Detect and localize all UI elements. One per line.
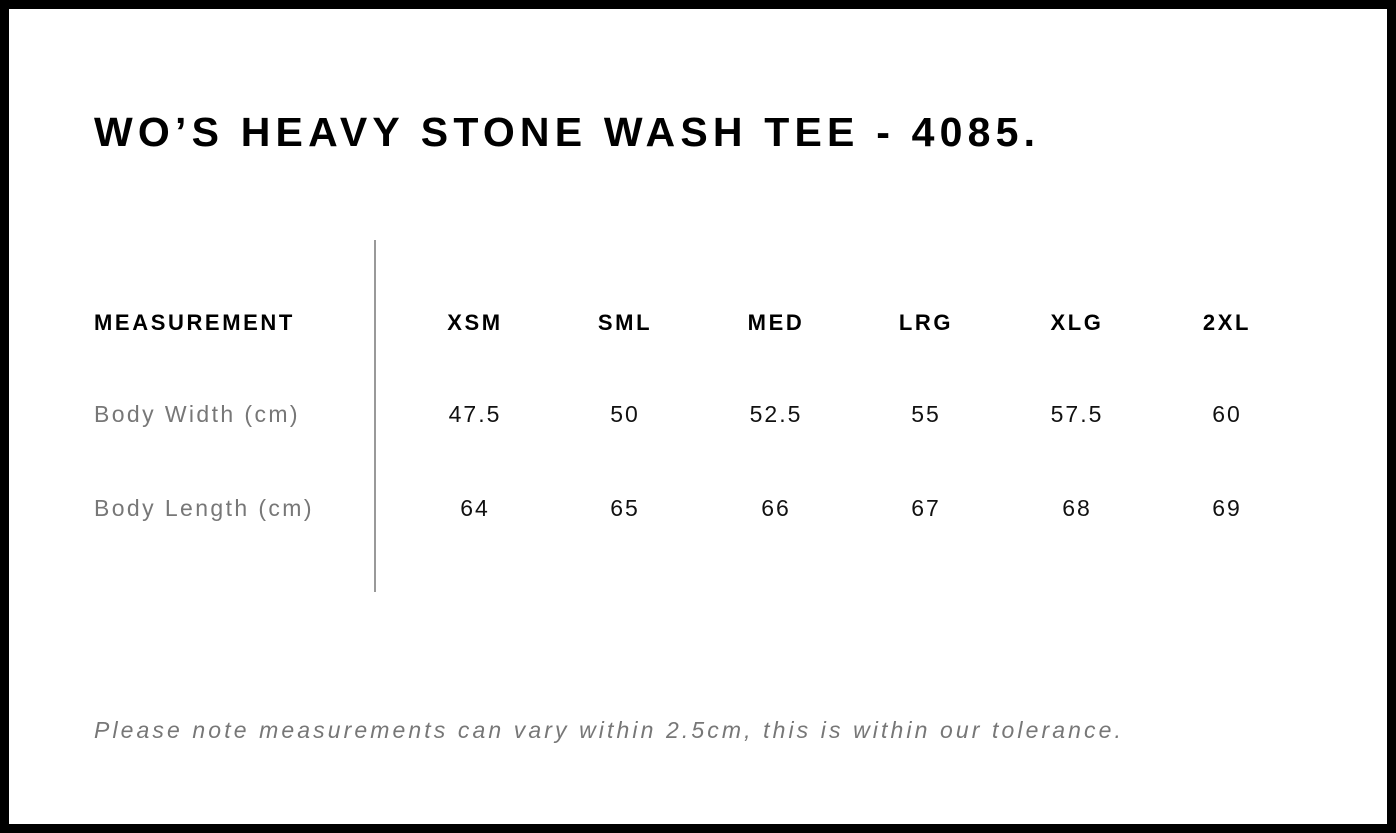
table-cell: 50 <box>610 401 640 427</box>
size-header-xlg: XLG <box>1050 310 1104 335</box>
measurement-header: MEASUREMENT <box>94 310 295 335</box>
table-cell: 68 <box>1062 495 1092 521</box>
table-cell: 66 <box>761 495 791 521</box>
table-cell: 69 <box>1212 495 1242 521</box>
size-header-2xl: 2XL <box>1202 310 1252 335</box>
size-header-xsm: XSM <box>447 310 503 335</box>
tolerance-note: Please note measurements can vary within… <box>94 717 1125 743</box>
table-cell: 57.5 <box>1050 401 1104 427</box>
table-cell: 64 <box>460 495 490 521</box>
size-header-med: MED <box>747 310 805 335</box>
table-cell: 55 <box>911 401 941 427</box>
table-cell: 47.5 <box>448 401 502 427</box>
column-divider <box>374 240 376 592</box>
size-chart-card: WO’S HEAVY STONE WASH TEE - 4085. MEASUR… <box>9 9 1387 824</box>
size-header-sml: SML <box>597 310 653 335</box>
table-cell: 52.5 <box>749 401 803 427</box>
table-cell: 65 <box>610 495 640 521</box>
table-cell: 67 <box>911 495 941 521</box>
table-cell: 60 <box>1212 401 1242 427</box>
size-header-lrg: LRG <box>898 310 954 335</box>
row-label: Body Length (cm) <box>94 495 314 521</box>
page-title: WO’S HEAVY STONE WASH TEE - 4085. <box>94 109 1041 155</box>
row-label: Body Width (cm) <box>94 401 300 427</box>
